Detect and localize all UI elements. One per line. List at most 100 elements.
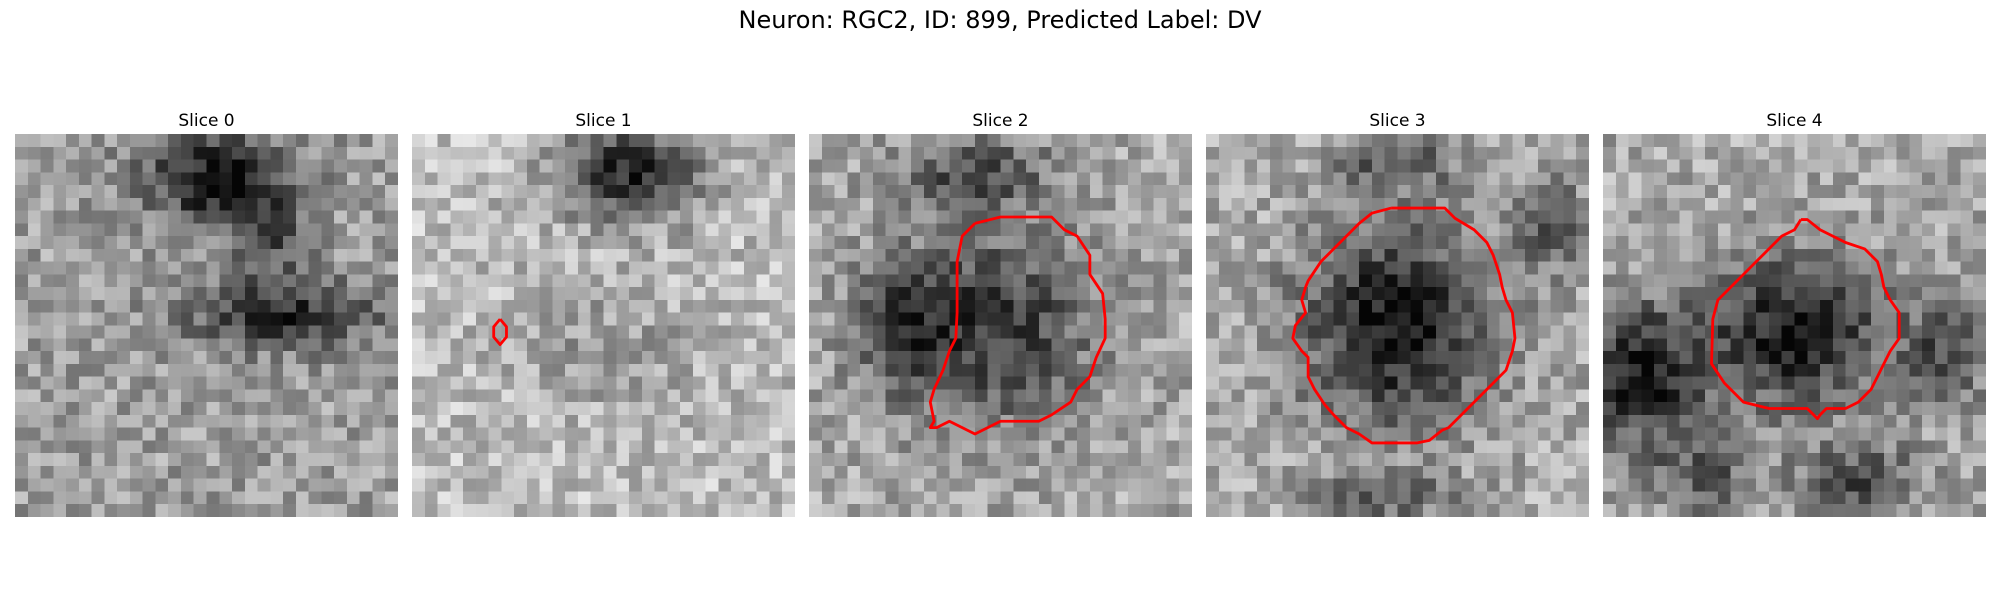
pixel [1679,465,1693,480]
pixel [1858,159,1872,173]
pixel [155,376,169,390]
pixel [1768,197,1783,212]
pixel [1051,478,1065,492]
pixel [1563,172,1577,186]
pixel [27,287,42,301]
pixel [308,389,322,403]
pixel [1269,338,1284,352]
pixel [692,146,707,161]
pixel [616,376,630,390]
pixel [180,504,195,517]
pixel [629,453,643,467]
pixel [385,376,398,390]
pixel [1013,325,1027,339]
pixel [66,440,80,454]
pixel [731,134,745,148]
pixel [117,287,131,301]
pixel [1654,363,1668,378]
pixel [412,414,426,429]
pixel [424,210,439,224]
pixel [53,185,67,199]
pixel [1051,363,1065,378]
pixel [1206,159,1220,173]
pixel [1820,363,1834,378]
pixel [1717,402,1732,416]
pixel [782,261,795,275]
pixel [1641,287,1655,301]
pixel [270,210,284,224]
pixel [142,440,156,454]
pixel [1231,261,1245,275]
pixel [1960,236,1974,250]
pixel [1026,453,1040,467]
pixel [1537,274,1552,288]
pixel [1038,197,1053,212]
pixel [385,440,398,454]
pixel [923,197,938,212]
pixel [539,389,553,403]
pixel [718,299,732,314]
pixel [1666,453,1681,467]
pixel [962,338,976,352]
pixel [40,223,54,237]
pixel [629,491,643,505]
pixel [66,414,80,429]
pixel [1883,223,1898,237]
pixel [117,414,131,429]
pixel [1077,274,1091,288]
pixel [91,402,105,416]
pixel [1102,465,1116,480]
pixel [847,491,861,505]
pixel [860,312,874,327]
pixel [501,491,515,505]
pixel [1615,159,1630,173]
pixel [1166,363,1180,378]
pixel [1320,185,1335,199]
pixel [514,146,528,161]
pixel [885,453,899,467]
pixel [1486,338,1501,352]
pixel [1346,414,1360,429]
pixel [1423,351,1437,365]
pixel [1576,351,1589,365]
pixel [911,248,925,263]
pixel [1845,465,1859,480]
pixel [1013,287,1027,301]
pixel [168,299,182,314]
pixel [616,146,630,161]
pixel [1934,376,1949,390]
pixel [1525,465,1539,480]
pixel [1794,389,1808,403]
pixel [834,146,848,161]
pixel [1871,389,1885,403]
pixel [616,478,630,492]
pixel [1333,376,1347,390]
pixel [1064,261,1078,275]
pixel [104,274,118,288]
pixel [577,427,592,441]
pixel [40,453,54,467]
pixel [1038,491,1053,505]
pixel [1140,465,1155,480]
pixel [424,287,439,301]
pixel [308,248,322,263]
pixel [1308,351,1322,365]
pixel [295,159,310,173]
pixel [860,146,874,161]
pixel [705,414,719,429]
slice-panel-1: Slice 1 [412,108,795,517]
pixel [1064,185,1078,199]
pixel [987,223,1002,237]
pixel [1269,389,1284,403]
pixel [769,453,783,467]
pixel [1410,427,1424,441]
pixel [1461,325,1475,339]
pixel [104,312,118,327]
pixel [142,465,156,480]
pixel [155,504,169,517]
pixel [1153,465,1167,480]
pixel [603,185,617,199]
pixel [1537,261,1552,275]
pixel [475,478,490,492]
pixel [860,261,874,275]
